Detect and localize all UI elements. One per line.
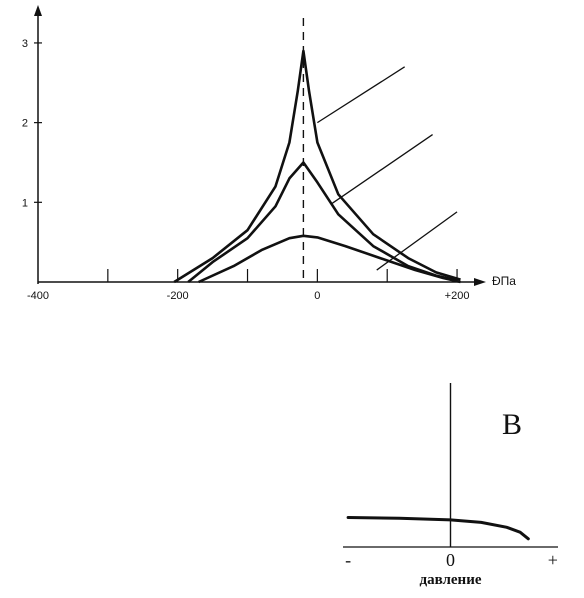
x-axis-unit-label: ÐПа — [492, 274, 516, 288]
b-curve — [346, 516, 530, 541]
y-tick-label: 3 — [22, 38, 28, 50]
x-tick-label: 0 — [314, 290, 320, 302]
y-tick-label: 2 — [22, 118, 28, 130]
x-tick-label: -200 — [167, 290, 189, 302]
x-tick-label: +200 — [445, 290, 470, 302]
y-axis-arrow — [34, 5, 42, 16]
b-x-axis-label: давление — [419, 572, 481, 588]
y-tick-label: 1 — [22, 197, 28, 209]
tympanogram-curve — [187, 161, 458, 284]
leader-line — [330, 134, 433, 205]
leader-line — [376, 211, 458, 271]
tympanogram-curve — [198, 234, 461, 284]
x-axis-arrow — [474, 278, 486, 286]
x-tick-label: -400 — [27, 290, 49, 302]
leader-line — [317, 66, 406, 124]
tympanogram-chart: -400 -200 0 +200 1 2 3 ÐПа — [22, 5, 516, 302]
tympanogram-curve — [173, 49, 461, 284]
panel-label: B — [502, 408, 522, 441]
b-x-tick-label: 0 — [446, 550, 455, 570]
b-x-tick-label: - — [345, 550, 351, 570]
b-x-tick-label: + — [548, 550, 558, 570]
pressure-chart-b: - 0 + давление B — [343, 383, 558, 588]
